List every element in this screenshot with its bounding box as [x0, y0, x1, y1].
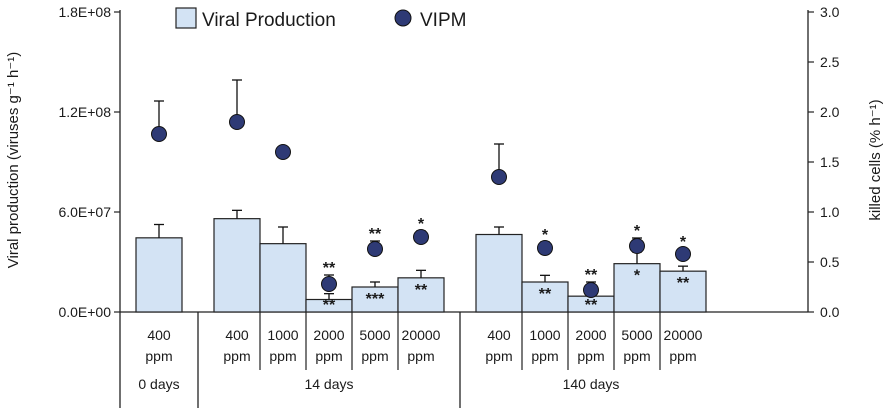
viral-production-bar [613, 263, 661, 313]
viral-production-bar [135, 237, 183, 313]
category-concentration-label: 400 [225, 327, 249, 343]
vipm-significance-label: * [634, 223, 641, 240]
viral-production-bar [397, 277, 445, 313]
category-unit-label: ppm [531, 348, 558, 364]
legend-vipm-label: VIPM [420, 10, 466, 31]
category-concentration-label: 5000 [621, 327, 652, 343]
y2-tick-label: 1.0 [820, 204, 840, 220]
group-label: 140 days [563, 376, 620, 392]
bar-significance-label: *** [366, 291, 385, 308]
y2-tick-label: 0.0 [820, 304, 840, 320]
category-concentration-label: 1000 [267, 327, 298, 343]
category-concentration-label: 400 [487, 327, 511, 343]
vipm-point [629, 238, 645, 254]
group-label: 14 days [304, 376, 353, 392]
vipm-point [367, 241, 383, 257]
vipm-significance-label: ** [323, 260, 336, 277]
category-unit-label: ppm [145, 348, 172, 364]
viral-production-bar [521, 281, 569, 313]
category-unit-label: ppm [669, 348, 696, 364]
category-unit-label: ppm [315, 348, 342, 364]
category-unit-label: ppm [269, 348, 296, 364]
y-tick-label: 1.8E+08 [58, 4, 111, 20]
vipm-point [413, 229, 429, 245]
vipm-point [491, 169, 507, 185]
category-unit-label: ppm [407, 348, 434, 364]
category-concentration-label: 20000 [402, 327, 441, 343]
vipm-point [537, 240, 553, 256]
viral-production-bar [475, 233, 523, 313]
vipm-point [321, 276, 337, 292]
y-tick-label: 0.0E+00 [58, 304, 111, 320]
plot-area: 0.0E+00 6.0E+07 1.2E+08 1.8E+08 0.0 0.5 1.0 1.5… [58, 4, 840, 408]
y2-tick-label: 3.0 [820, 4, 840, 20]
y-tick-label: 1.2E+08 [58, 104, 111, 120]
bar-significance-label: ** [323, 297, 336, 314]
viral-production-bar [259, 243, 307, 313]
viral-production-bar [213, 218, 261, 313]
vipm-point [583, 282, 599, 298]
category-concentration-label: 1000 [529, 327, 560, 343]
vipm-point [151, 126, 167, 142]
y2-tick-label: 1.5 [820, 154, 840, 170]
bar-significance-label: ** [415, 282, 428, 299]
y-tick-label: 6.0E+07 [58, 204, 111, 220]
vipm-point [675, 246, 691, 262]
category-concentration-label: 2000 [313, 327, 344, 343]
category-unit-label: ppm [577, 348, 604, 364]
y-axis-title: Viral production (viruses g⁻¹ h⁻¹) [5, 52, 22, 268]
category-unit-label: ppm [361, 348, 388, 364]
vipm-significance-label: ** [585, 267, 598, 284]
y2-axis-title: killed cells (% h⁻¹) [867, 99, 884, 220]
group-label: 0 days [138, 376, 179, 392]
bar-significance-label: ** [585, 297, 598, 314]
bar-significance-label: ** [677, 275, 690, 292]
vipm-point [275, 144, 291, 160]
category-concentration-label: 20000 [664, 327, 703, 343]
category-concentration-label: 5000 [359, 327, 390, 343]
bar-significance-label: ** [539, 286, 552, 303]
legend-bar-label: Viral Production [202, 10, 336, 31]
category-concentration-label: 400 [147, 327, 171, 343]
vipm-point [229, 114, 245, 130]
category-concentration-label: 2000 [575, 327, 606, 343]
vipm-significance-label: ** [369, 226, 382, 243]
vipm-significance-label: * [680, 234, 687, 251]
legend-bar-swatch [175, 7, 197, 29]
category-unit-label: ppm [485, 348, 512, 364]
vipm-significance-label: * [418, 216, 425, 233]
vipm-significance-label: * [542, 227, 549, 244]
category-unit-label: ppm [223, 348, 250, 364]
y2-tick-label: 0.5 [820, 254, 840, 270]
category-unit-label: ppm [623, 348, 650, 364]
y2-tick-label: 2.0 [820, 104, 840, 120]
viral-production-bar [659, 270, 707, 313]
bar-significance-label: * [634, 268, 641, 285]
legend-vipm-marker [394, 9, 412, 27]
y2-tick-label: 2.5 [820, 54, 840, 70]
